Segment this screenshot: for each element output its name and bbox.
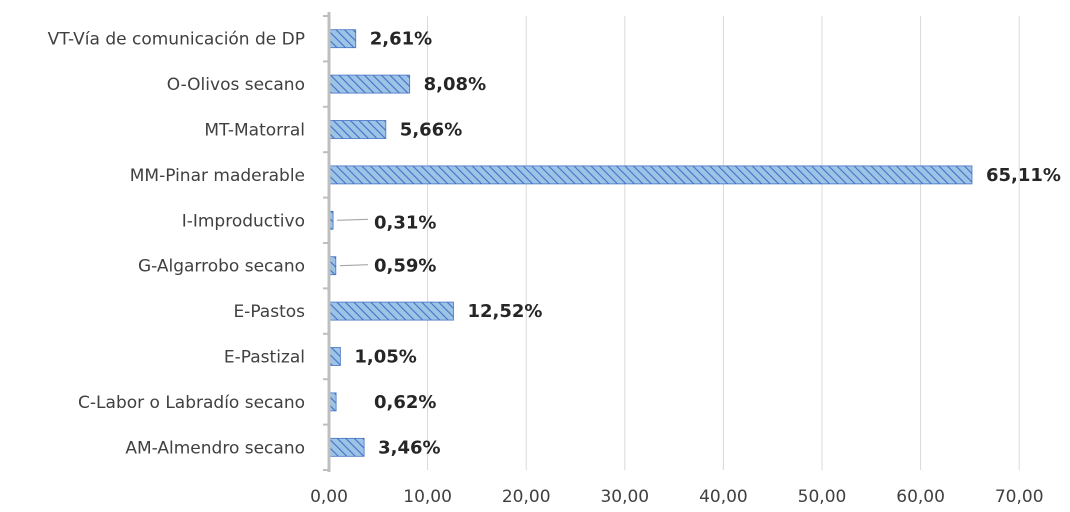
leader-line [339, 264, 369, 267]
x-tick-label: 30,00 [600, 487, 649, 507]
x-tick-label: 60,00 [896, 487, 945, 507]
bar [329, 301, 454, 321]
bar [329, 74, 411, 94]
data-label: 65,11% [986, 165, 1061, 186]
bar [329, 120, 387, 139]
axes [323, 12, 331, 472]
data-label: 3,46% [378, 437, 440, 458]
data-label: 0,31% [374, 212, 436, 233]
x-tick-label: 0,00 [310, 487, 348, 507]
category-label: E-Pastos [233, 302, 305, 322]
category-label: VT-Vía de comunicación de DP [48, 30, 305, 50]
category-label: I-Improductivo [182, 211, 305, 231]
bars [329, 29, 973, 457]
gridlines [427, 16, 1020, 470]
data-label: 12,52% [467, 301, 542, 322]
bar [329, 347, 341, 366]
labels: 0,00 10,00 20,00 30,00 40,00 50,00 60,00 70,00 V… [48, 29, 1061, 507]
x-tick-label: 70,00 [995, 487, 1044, 507]
bar [329, 29, 357, 49]
x-tick-label: 20,00 [502, 487, 551, 507]
category-label: MT-Matorral [204, 121, 305, 141]
x-tick-label: 50,00 [798, 487, 847, 507]
data-label: 8,08% [424, 74, 486, 95]
category-label: AM-Almendro secano [125, 438, 305, 458]
bar [329, 256, 337, 276]
category-label: MM-Pinar maderable [130, 166, 305, 186]
category-label: O-Olivos secano [167, 75, 305, 95]
x-tick-label: 40,00 [699, 487, 748, 507]
data-label: 2,61% [370, 29, 432, 50]
category-label: G-Algarrobo secano [138, 257, 305, 277]
data-label: 0,62% [374, 392, 436, 413]
leader-line [337, 218, 369, 221]
category-label: C-Labor o Labradío secano [78, 393, 305, 413]
data-label: 5,66% [400, 120, 462, 141]
data-label: 1,05% [354, 347, 416, 368]
data-label: 0,59% [374, 256, 436, 277]
bar [329, 165, 973, 185]
bar [329, 392, 337, 412]
x-tick-label: 10,00 [403, 487, 452, 507]
category-label: E-Pastizal [224, 348, 305, 368]
bar [329, 437, 365, 457]
